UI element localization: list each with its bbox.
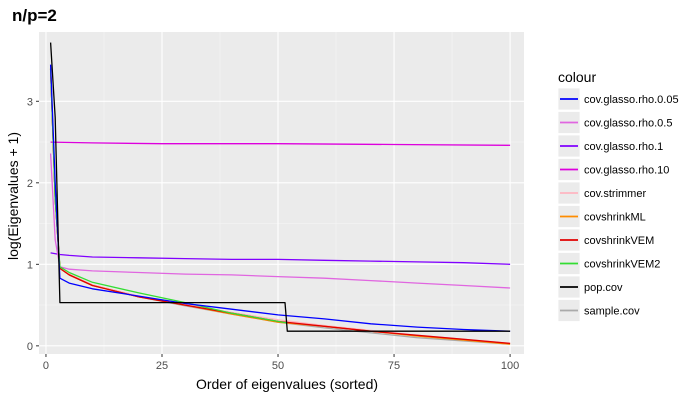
series-line-covshrinkvem <box>49 68 511 345</box>
series-line-cov-glasso-rho-0-05 <box>49 64 511 332</box>
legend-item-cov-glasso-rho-10: cov.glasso.rho.10 <box>557 158 669 181</box>
legend-item-covshrinkvem: covshrinkVEM <box>557 228 654 252</box>
legend-item-cov-strimmer: cov.strimmer <box>557 181 646 205</box>
y-tick-label: 3 <box>27 96 33 108</box>
plot-panel <box>39 32 524 354</box>
series-line-pop-cov <box>49 42 511 332</box>
legend-label: sample.cov <box>584 306 640 318</box>
series-line-cov-glasso-rho-10 <box>50 141 511 146</box>
legend-label: covshrinkVEM <box>584 235 654 247</box>
y-axis-ticks: 0 1 2 3 <box>27 96 39 353</box>
legend-item-pop-cov: pop.cov <box>557 275 623 299</box>
x-axis-label: Order of eigenvalues (sorted) <box>196 376 378 392</box>
legend-label: cov.strimmer <box>584 188 646 200</box>
series-line-cov-glasso-rho-1 <box>50 252 511 265</box>
legend-label: cov.glasso.rho.1 <box>584 141 663 153</box>
legend-label: cov.glasso.rho.0.05 <box>584 94 679 106</box>
y-axis-label: log(Eigenvalues + 1) <box>5 132 21 260</box>
x-tick-label: 0 <box>43 360 49 372</box>
legend-label: pop.cov <box>584 282 623 294</box>
chart-title: n/p=2 <box>12 6 57 25</box>
legend-item-cov-glasso-rho-0-5: cov.glasso.rho.0.5 <box>557 111 672 134</box>
legend-item-covshrinkvem2: covshrinkVEM2 <box>557 252 660 275</box>
major-gridlines <box>39 32 524 354</box>
legend-item-sample-cov: sample.cov <box>557 299 640 322</box>
legend-item-cov-glasso-rho-0-05: cov.glasso.rho.0.05 <box>557 87 679 111</box>
x-axis-ticks: 0 25 50 75 100 <box>43 354 519 372</box>
legend-title: colour <box>558 69 596 85</box>
y-tick-label: 1 <box>27 259 33 271</box>
y-tick-label: 2 <box>27 178 33 190</box>
legend-label: cov.glasso.rho.10 <box>584 165 669 177</box>
legend-item-cov-glasso-rho-1: cov.glasso.rho.1 <box>557 134 663 158</box>
legend-label: covshrinkML <box>584 212 646 224</box>
legend: colour cov.glasso.rho.0.05cov.glasso.rho… <box>557 69 679 322</box>
legend-item-covshrinkml: covshrinkML <box>557 205 646 228</box>
x-tick-label: 75 <box>388 360 400 372</box>
legend-label: cov.glasso.rho.0.5 <box>584 118 672 130</box>
series-lines <box>49 42 511 345</box>
y-tick-label: 0 <box>27 341 33 353</box>
minor-gridlines <box>39 32 524 354</box>
x-tick-label: 25 <box>156 360 168 372</box>
legend-items: cov.glasso.rho.0.05 cov.glasso.rho.0.5 cov… <box>557 87 679 322</box>
x-tick-label: 50 <box>272 360 284 372</box>
legend-label: covshrinkVEM2 <box>584 259 660 271</box>
x-tick-label: 100 <box>501 360 519 372</box>
